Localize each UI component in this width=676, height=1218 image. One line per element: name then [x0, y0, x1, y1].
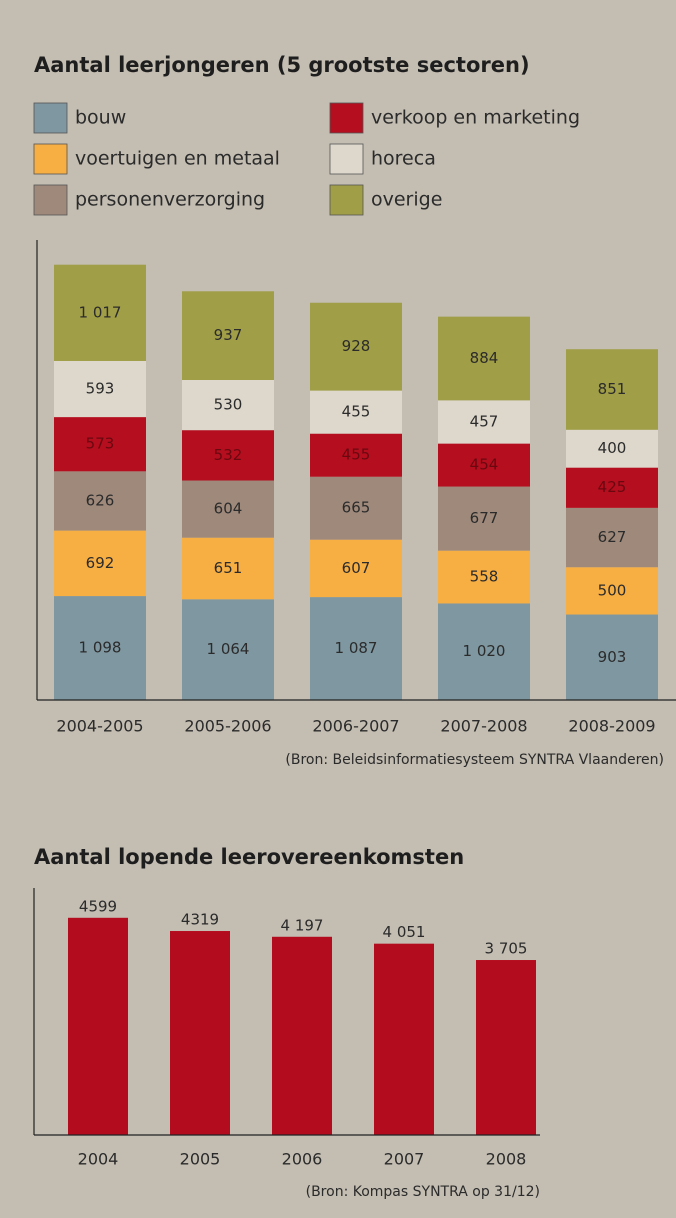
value-label: 454: [470, 456, 499, 474]
bar-segment: [182, 480, 274, 538]
bar-segment: [310, 476, 402, 540]
bar-segment: [54, 471, 146, 531]
x-tick-label: 2004-2005: [56, 717, 143, 736]
value-label: 677: [470, 509, 499, 527]
value-label: 884: [470, 349, 499, 367]
legend-swatch: [329, 102, 364, 134]
legend-label: voertuigen en metaal: [75, 148, 280, 170]
bar-segment: [438, 400, 530, 444]
x-tick-label: 2007: [384, 1150, 425, 1169]
value-label: 651: [214, 559, 243, 577]
legend-swatch: [33, 143, 68, 175]
value-label: 457: [470, 412, 499, 430]
legend-swatch: [33, 184, 68, 216]
bar-segment: [566, 467, 658, 508]
legend-swatch: [329, 143, 364, 175]
value-label: 627: [598, 528, 627, 546]
chart-title: Aantal lopende leerovereenkomsten: [34, 845, 464, 869]
bar-segment: [54, 530, 146, 597]
bar-segment: [566, 429, 658, 468]
x-tick-label: 2007-2008: [440, 717, 527, 736]
value-label: 1 020: [463, 642, 506, 660]
bar-segment: [182, 291, 274, 380]
legend-label: overige: [371, 189, 442, 211]
value-label: 4 197: [281, 916, 324, 934]
bar-segment: [54, 417, 146, 472]
bar-segment: [310, 433, 402, 477]
bar: [374, 943, 434, 1135]
legend-swatch: [33, 102, 68, 134]
x-tick-label: 2005-2006: [184, 717, 271, 736]
chart-title: Aantal leerjongeren (5 grootste sectoren…: [34, 53, 530, 77]
value-label: 532: [214, 446, 243, 464]
bar-segment: [438, 486, 530, 551]
value-label: 692: [86, 554, 115, 572]
bar-segment: [438, 443, 530, 487]
value-label: 607: [342, 559, 371, 577]
bar: [170, 931, 230, 1135]
bar-segment: [310, 539, 402, 598]
value-label: 937: [214, 326, 243, 344]
value-label: 4319: [181, 911, 219, 929]
value-label: 1 064: [207, 640, 250, 658]
bar-segment: [566, 614, 658, 700]
value-label: 425: [598, 478, 627, 496]
value-label: 1 098: [79, 639, 122, 657]
value-label: 400: [598, 439, 627, 457]
value-label: 4 051: [383, 923, 426, 941]
legend-label: personenverzorging: [75, 189, 265, 211]
bar-segment: [310, 302, 402, 391]
legend-swatch: [329, 184, 364, 216]
x-tick-label: 2004: [78, 1150, 119, 1169]
bar-segment: [566, 507, 658, 568]
value-label: 928: [342, 337, 371, 355]
value-label: 1 087: [335, 639, 378, 657]
bar-segment: [54, 264, 146, 361]
bar: [272, 936, 332, 1135]
legend-label: bouw: [75, 107, 126, 129]
bar-segment: [566, 567, 658, 615]
value-label: 573: [86, 435, 115, 453]
source-note: (Bron: Beleidsinformatiesysteem SYNTRA V…: [285, 752, 664, 768]
bar-segment: [182, 430, 274, 481]
bar: [68, 917, 128, 1135]
value-label: 903: [598, 648, 627, 666]
value-label: 455: [342, 446, 371, 464]
bar-segment: [438, 550, 530, 604]
bar-segment: [182, 537, 274, 600]
value-label: 665: [342, 499, 371, 517]
value-label: 3 705: [485, 940, 528, 958]
bar-segment: [310, 390, 402, 434]
x-tick-label: 2006-2007: [312, 717, 399, 736]
bar-segment: [438, 603, 530, 700]
value-label: 593: [86, 380, 115, 398]
value-label: 626: [86, 491, 115, 509]
bar: [476, 960, 536, 1135]
bar-segment: [182, 599, 274, 700]
x-tick-label: 2008-2009: [568, 717, 655, 736]
value-label: 4599: [79, 897, 117, 915]
bar-segment: [438, 316, 530, 401]
x-tick-label: 2006: [282, 1150, 323, 1169]
value-label: 530: [214, 396, 243, 414]
legend-label: horeca: [371, 148, 436, 170]
value-label: 558: [470, 568, 499, 586]
legend-label: verkoop en marketing: [371, 107, 580, 129]
bar-segment: [54, 360, 146, 418]
bar-segment: [566, 349, 658, 430]
x-tick-label: 2005: [180, 1150, 221, 1169]
value-label: 1 017: [79, 303, 122, 321]
bar-segment: [182, 379, 274, 431]
value-label: 604: [214, 500, 243, 518]
bar-segment: [310, 597, 402, 700]
value-label: 851: [598, 380, 627, 398]
bar-segment: [54, 596, 146, 700]
value-label: 455: [342, 403, 371, 421]
source-note: (Bron: Kompas SYNTRA op 31/12): [306, 1184, 540, 1200]
x-tick-label: 2008: [486, 1150, 527, 1169]
value-label: 500: [598, 581, 627, 599]
